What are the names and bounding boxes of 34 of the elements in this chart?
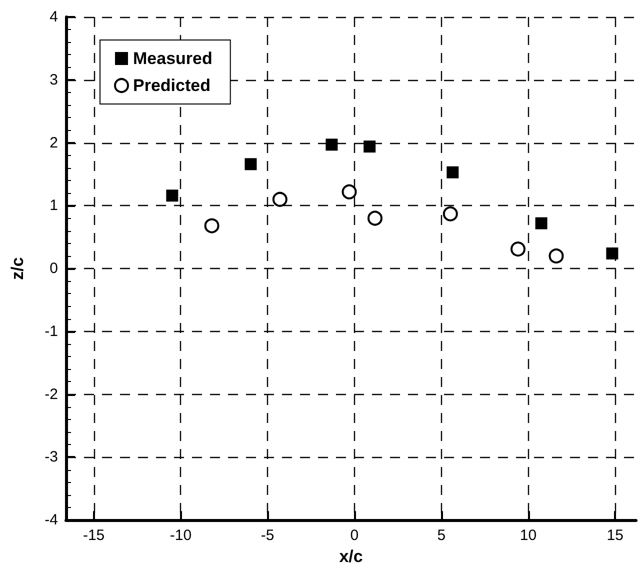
x-tick-label: -5: [260, 527, 274, 544]
y-tick-label: 0: [50, 260, 58, 278]
point: [272, 192, 288, 207]
y-tick-label: 4: [50, 8, 58, 26]
point: [367, 210, 382, 226]
point: [442, 206, 458, 222]
point: [364, 140, 376, 153]
point: [548, 248, 564, 264]
y-tick-label: -1: [44, 322, 58, 340]
point: [446, 166, 459, 178]
y-tick-label: 2: [50, 134, 58, 152]
y-tick-label: -2: [44, 386, 58, 403]
y-axis-title: z/c: [8, 257, 27, 280]
x-axis-title: x/c: [339, 547, 363, 566]
x-tick-label: 15: [606, 527, 624, 544]
legend-label: Measured: [133, 49, 212, 68]
point: [606, 247, 618, 260]
x-tick-label: -15: [82, 527, 105, 544]
x-tick-label: 10: [520, 527, 537, 544]
point: [342, 184, 357, 200]
point: [244, 158, 257, 170]
point: [535, 217, 548, 230]
point: [166, 190, 178, 202]
legend-label: Predicted: [133, 76, 210, 95]
y-tick-label: -4: [44, 512, 58, 529]
point: [510, 242, 526, 257]
x-tick-label: 5: [437, 527, 446, 544]
x-tick-label: 0: [350, 527, 359, 544]
point: [326, 138, 338, 151]
y-tick-label: 3: [50, 71, 58, 88]
point: [204, 218, 220, 234]
y-tick-label: 1: [50, 197, 58, 214]
x-tick-label: -10: [170, 527, 192, 544]
y-tick-label: -3: [44, 448, 58, 466]
